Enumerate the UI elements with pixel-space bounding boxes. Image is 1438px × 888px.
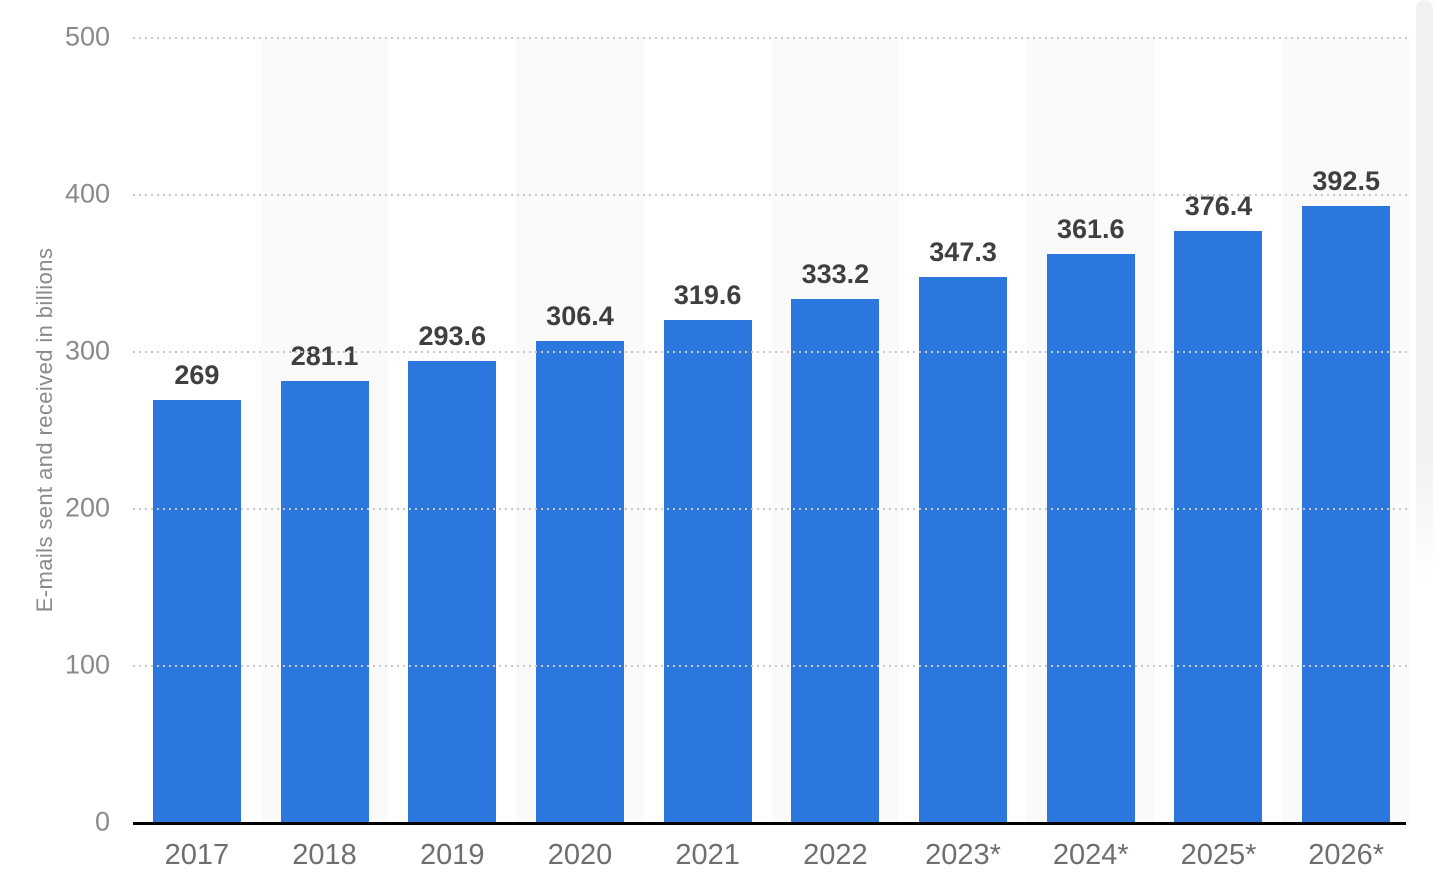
- plot-column: 293.6: [388, 37, 516, 822]
- bar: [408, 361, 497, 822]
- y-tick-label: 0: [94, 806, 110, 837]
- bar: [1046, 254, 1135, 822]
- x-tick-label: 2022: [803, 839, 868, 871]
- y-tick-label: 500: [64, 21, 110, 52]
- plot-column: 269: [133, 37, 261, 822]
- bar-value-label: 333.2: [801, 258, 870, 289]
- bar-value-label: 269: [174, 359, 220, 390]
- x-tick-label: 2023*: [925, 839, 1001, 871]
- gridline: [133, 37, 1410, 39]
- gridline: [133, 665, 1410, 667]
- plot-area: 269 281.1 293.6 306.4 319.6 333.2 347.3 361.6 37…: [133, 37, 1411, 822]
- gridline: [133, 351, 1410, 353]
- bar-value-label: 306.4: [546, 300, 614, 331]
- gridline: [133, 508, 1410, 510]
- bar: [1174, 231, 1263, 822]
- y-tick-label: 400: [64, 178, 110, 209]
- x-tick-label: 2018: [292, 839, 357, 871]
- bar-value-label: 347.3: [929, 236, 997, 267]
- bar: [152, 399, 241, 822]
- y-tick-label: 100: [64, 649, 110, 680]
- x-axis-line: [133, 822, 1406, 825]
- bar: [1302, 205, 1391, 822]
- y-axis-title: E-mails sent and received in billions: [32, 247, 57, 613]
- x-tick-label: 2021: [675, 839, 740, 871]
- plot-column: 361.6: [1026, 37, 1155, 822]
- y-tick-label: 300: [64, 335, 110, 366]
- plot-column: 347.3: [899, 37, 1027, 822]
- x-tick-label: 2020: [547, 839, 613, 871]
- plot-column: 333.2: [771, 37, 900, 822]
- x-tick-label: 2024*: [1052, 839, 1129, 871]
- bar: [919, 276, 1008, 822]
- bar: [791, 298, 880, 822]
- plot-column: 376.4: [1155, 37, 1283, 822]
- bar: [535, 340, 624, 822]
- plot-column: 319.6: [644, 37, 772, 822]
- bar: [280, 380, 369, 822]
- bar-value-label: 319.6: [673, 280, 742, 311]
- y-tick-label: 200: [64, 492, 110, 523]
- x-tick-label: 2025*: [1180, 839, 1257, 871]
- plot-column: 306.4: [516, 37, 644, 822]
- bar: [663, 320, 752, 822]
- bar-value-label: 361.6: [1056, 214, 1125, 245]
- x-axis-labels: 2017 2018 2019 2020 2021 2022 2023* 2024* 2025* 2…: [133, 838, 1410, 872]
- x-tick-label: 2026*: [1308, 839, 1385, 871]
- bar-value-label: 293.6: [418, 321, 487, 352]
- plot-column: 392.5: [1282, 37, 1411, 822]
- bar-value-label: 392.5: [1312, 165, 1380, 196]
- x-tick-label: 2019: [420, 839, 485, 871]
- plot-column: 281.1: [260, 37, 389, 822]
- x-tick-label: 2017: [164, 839, 230, 871]
- gridline: [133, 194, 1410, 196]
- scrollbar-thumb[interactable]: [1416, 0, 1433, 585]
- bar-value-label: 376.4: [1184, 191, 1253, 222]
- bar-value-label: 281.1: [290, 340, 359, 371]
